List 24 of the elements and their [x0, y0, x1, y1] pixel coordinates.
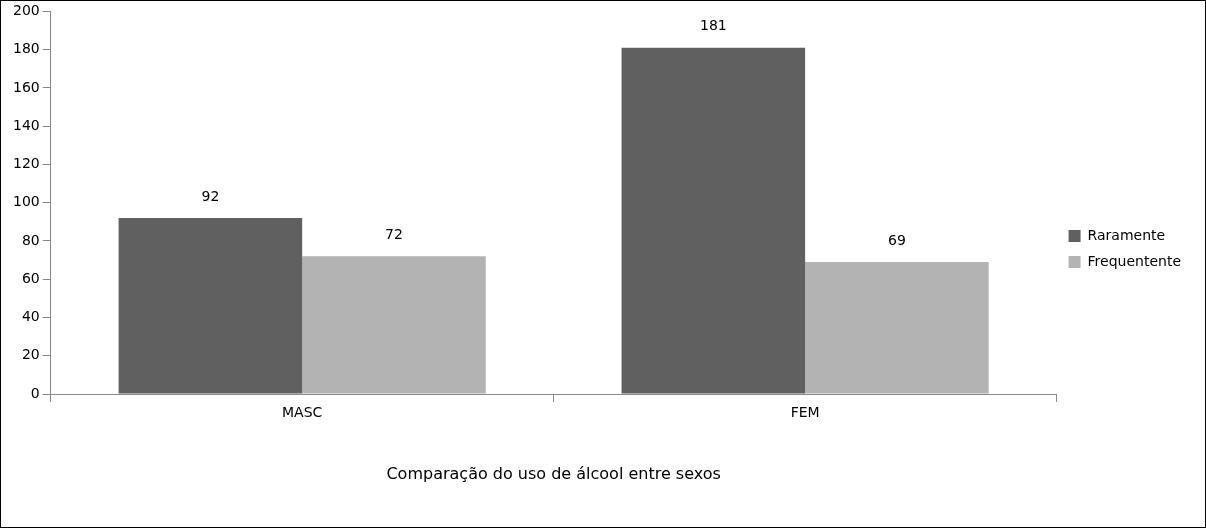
y-tick-label: 200 [12, 2, 40, 19]
y-tick-label: 20 [21, 346, 40, 363]
y-tick-label: 40 [21, 308, 40, 325]
legend-label: Frequentente [1087, 252, 1181, 269]
data-label: 69 [887, 231, 906, 248]
bar [118, 218, 303, 394]
legend-label: Raramente [1087, 226, 1166, 243]
x-tick-label: MASC [282, 404, 323, 421]
y-tick-label: 160 [12, 78, 40, 95]
y-tick-label: 80 [21, 231, 40, 248]
y-tick-label: 0 [30, 384, 40, 401]
y-tick-label: 140 [12, 116, 40, 133]
data-label: 72 [385, 225, 403, 242]
x-axis-title: Comparação do uso de álcool entre sexos [386, 463, 721, 483]
bar [302, 256, 486, 394]
y-tick-label: 100 [12, 193, 40, 210]
data-label: 92 [201, 187, 220, 204]
y-tick-label: 120 [12, 155, 40, 172]
bar [805, 262, 989, 394]
y-tick-label: 60 [21, 269, 40, 286]
data-label: 181 [699, 17, 727, 34]
y-tick-label: 180 [12, 40, 40, 57]
bar [621, 47, 806, 394]
x-tick-label: FEM [790, 404, 820, 421]
